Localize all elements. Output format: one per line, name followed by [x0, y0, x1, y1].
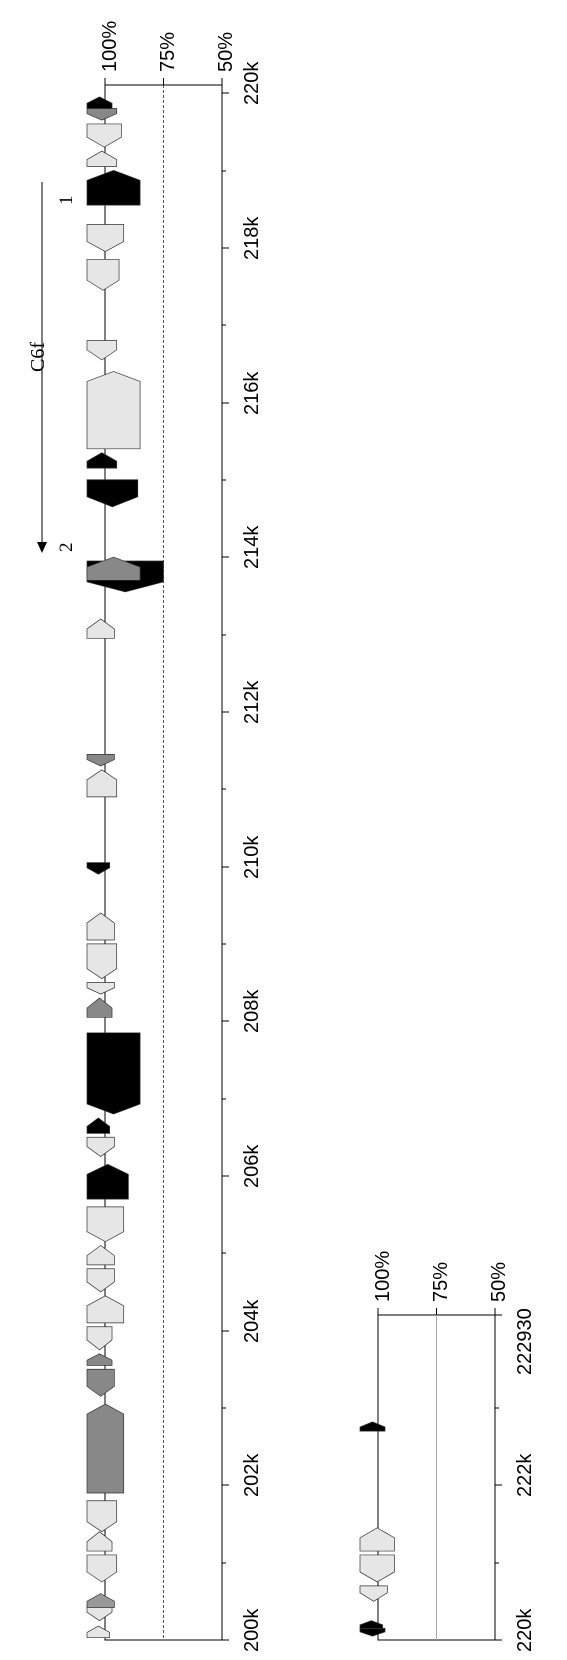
gene-arrow-reverse — [86, 1368, 115, 1397]
gene-arrow-reverse — [359, 1585, 388, 1602]
gene-arrow-forward — [359, 1620, 384, 1629]
gene-arrow-forward — [86, 912, 115, 941]
cluster-annotation: C6f 1 2 — [27, 182, 77, 553]
gene-arrow-reverse — [86, 123, 122, 148]
gene-arrow-forward — [86, 452, 118, 469]
gene-arrow-forward — [86, 556, 141, 581]
cluster-end-marker: 2 — [56, 543, 77, 553]
gene-arrow-reverse — [86, 1326, 113, 1351]
inset-position-label: 220k — [514, 1608, 536, 1652]
cluster-start-marker: 1 — [56, 196, 77, 206]
gene-arrow-forward — [86, 150, 118, 167]
main-position-label: 210k — [241, 835, 263, 879]
gene-arrow-forward — [359, 1527, 395, 1552]
inset-end-coordinate-label: 222930 — [514, 1308, 536, 1375]
gene-arrow-reverse — [86, 1268, 115, 1293]
main-position-label: 206k — [241, 1144, 263, 1188]
gene-arrow-reverse — [359, 1554, 395, 1583]
gene-arrow-forward — [86, 1593, 115, 1608]
main-position-label: 216k — [241, 371, 263, 415]
gene-arrow-forward — [86, 997, 113, 1018]
gene-arrow-forward — [86, 1353, 113, 1366]
main-position-label: 200k — [241, 1608, 263, 1652]
gene-arrow-forward — [86, 1163, 129, 1200]
cluster-arrowhead-icon — [37, 542, 47, 553]
main-position-label: 202k — [241, 1453, 263, 1497]
inset-position-label: 222k — [514, 1453, 536, 1497]
gene-arrow-reverse — [86, 982, 115, 995]
inset-position-axis — [495, 1314, 502, 1641]
gene-arrow-reverse — [86, 943, 118, 980]
main-position-label: 212k — [241, 680, 263, 724]
gene-arrow-forward — [86, 1245, 115, 1266]
gene-arrow-forward — [86, 371, 141, 450]
gene-arrow-forward — [86, 1117, 111, 1134]
main-position-labels: 200k 202k 204k 206k 208k 210k 212k 214k … — [241, 61, 263, 1652]
gene-arrow-reverse — [86, 479, 139, 508]
gene-arrow-forward — [86, 1403, 125, 1494]
main-percent-label-50: 50% — [215, 32, 237, 72]
main-position-label: 214k — [241, 525, 263, 569]
main-position-label: 218k — [241, 216, 263, 260]
main-position-label: 208k — [241, 989, 263, 1033]
main-position-label: 204k — [241, 1299, 263, 1343]
gene-arrow-forward — [86, 169, 141, 206]
gene-arrow-reverse — [86, 224, 125, 252]
gene-arrow-forward — [86, 1625, 111, 1639]
gene-arrow-reverse — [86, 753, 115, 767]
gene-arrow-reverse — [86, 1136, 115, 1157]
main-feature-track — [86, 96, 164, 1639]
gene-arrow-reverse — [86, 862, 111, 875]
inset-panel: 100% 75% 50% 220k 222k 222930 — [359, 1251, 536, 1652]
inset-percent-label-50: 50% — [488, 1262, 510, 1302]
gene-arrow-forward — [86, 1295, 125, 1324]
inset-percent-label-100: 100% — [372, 1251, 394, 1302]
gene-arrow-forward — [359, 1421, 386, 1432]
inset-feature-track — [359, 1421, 395, 1637]
gene-arrow-forward — [86, 1531, 113, 1552]
main-percent-label-75: 75% — [157, 32, 179, 72]
inset-percent-label-75: 75% — [430, 1262, 452, 1302]
gene-arrow-reverse — [86, 1554, 118, 1583]
gene-arrow-forward — [86, 769, 118, 798]
gene-arrow-reverse — [86, 340, 118, 361]
gene-arrow-reverse — [86, 1500, 118, 1533]
main-panel: 100% 75% 50% — [27, 21, 263, 1652]
main-position-label: 220k — [241, 61, 263, 105]
gene-arrow-reverse — [86, 1032, 141, 1115]
cluster-name-label: C6f — [27, 342, 49, 372]
main-position-axis — [222, 92, 229, 1641]
main-percent-label-100: 100% — [99, 21, 121, 72]
gene-arrow-forward — [86, 96, 113, 109]
gene-arrow-reverse — [86, 1206, 125, 1243]
gene-arrow-reverse — [86, 258, 120, 291]
gene-arrow-forward — [86, 618, 115, 639]
